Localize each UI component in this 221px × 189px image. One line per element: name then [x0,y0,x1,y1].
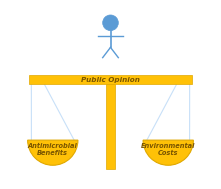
Bar [29,75,192,84]
Circle shape [103,15,118,31]
Wedge shape [143,140,193,165]
Text: Antimicrobial
Benefits: Antimicrobial Benefits [28,143,78,156]
Wedge shape [28,140,78,165]
Bar [106,84,115,169]
Text: Public Opinion: Public Opinion [81,77,140,83]
Text: Environmental
Costs: Environmental Costs [141,143,195,156]
